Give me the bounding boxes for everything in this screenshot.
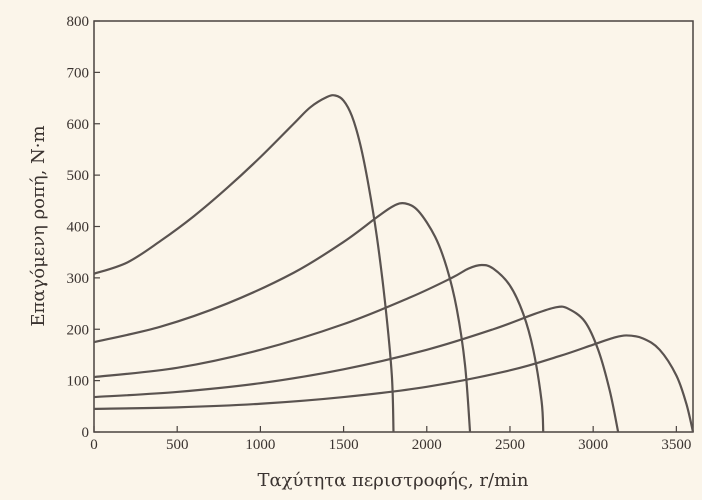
y-tick-label: 700 xyxy=(67,65,90,81)
x-tick-label: 500 xyxy=(166,437,189,453)
y-tick-label: 200 xyxy=(67,322,90,338)
x-tick-label: 0 xyxy=(90,437,98,453)
y-tick-label: 600 xyxy=(67,117,90,133)
y-axis-title: Επαγόμενη ροπή, N·m xyxy=(28,125,49,326)
x-tick-label: 1000 xyxy=(245,437,275,453)
y-tick-label: 0 xyxy=(82,425,90,441)
x-tick-label: 1500 xyxy=(329,437,359,453)
y-tick-label: 300 xyxy=(67,271,90,287)
plot-frame xyxy=(94,21,693,432)
torque-curve-1 xyxy=(94,95,394,432)
y-tick-label: 800 xyxy=(67,14,90,30)
x-tick-label: 3500 xyxy=(661,437,691,453)
y-tick-label: 400 xyxy=(67,220,90,236)
y-tick-label: 100 xyxy=(67,374,90,390)
x-tick-label: 3000 xyxy=(578,437,608,453)
x-tick-label: 2000 xyxy=(412,437,442,453)
x-axis-title: Ταχύτητα περιστροφής, r/min xyxy=(257,470,528,491)
x-tick-label: 2500 xyxy=(495,437,525,453)
torque-curve-2 xyxy=(94,203,470,432)
y-tick-label: 500 xyxy=(67,168,90,184)
